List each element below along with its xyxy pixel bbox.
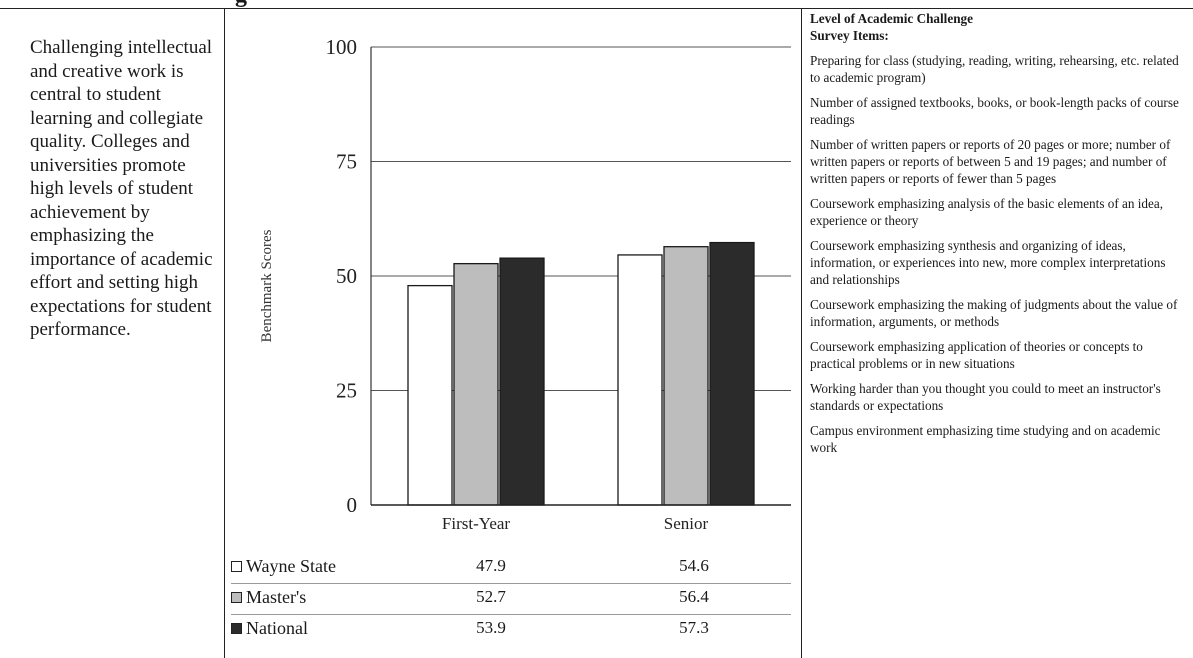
legend-label: Master's — [246, 587, 307, 607]
benchmark-bar-chart: 0 25 50 75 100 Benchmark Scores First-Year Seni… — [259, 35, 791, 533]
legend-swatch-national — [231, 623, 242, 634]
data-table: Wayne State 47.9 54.6 Master's 52.7 56.4… — [231, 553, 791, 645]
cell-senior: 57.3 — [679, 618, 709, 637]
table-row: Wayne State 47.9 54.6 — [231, 553, 791, 583]
table-row: National 53.9 57.3 — [231, 614, 791, 645]
survey-item: Coursework emphasizing the making of jud… — [810, 297, 1178, 329]
y-tick-label: 100 — [326, 35, 358, 59]
legend-label: National — [246, 618, 308, 638]
right-divider — [801, 8, 802, 658]
survey-heading-line1: Level of Academic Challenge — [810, 11, 973, 26]
bar — [453, 262, 499, 506]
legend-label: Wayne State — [246, 556, 337, 576]
survey-heading: Level of Academic Challenge Survey Items… — [810, 10, 1186, 44]
survey-items-panel: Level of Academic Challenge Survey Items… — [810, 10, 1186, 464]
table-row: Master's 52.7 56.4 — [231, 583, 791, 614]
top-rule — [0, 8, 1193, 9]
cropped-heading: g — [0, 0, 800, 8]
survey-item: Number of assigned textbooks, books, or … — [810, 95, 1179, 127]
survey-item: Preparing for class (studying, reading, … — [810, 53, 1179, 85]
x-category-label: First-Year — [442, 514, 511, 533]
left-divider — [224, 8, 225, 658]
cropped-heading-text: g — [235, 0, 247, 8]
bar — [617, 254, 663, 506]
survey-item: Coursework emphasizing analysis of the b… — [810, 196, 1164, 228]
survey-item: Campus environment emphasizing time stud… — [810, 423, 1161, 455]
bar — [407, 284, 453, 506]
survey-item: Coursework emphasizing synthesis and org… — [810, 238, 1166, 287]
y-tick-label: 25 — [336, 379, 357, 403]
cell-first-year: 52.7 — [476, 587, 506, 606]
cell-first-year: 53.9 — [476, 618, 506, 637]
survey-item: Number of written papers or reports of 2… — [810, 137, 1171, 186]
y-tick-label: 75 — [336, 150, 357, 174]
bar — [499, 257, 545, 506]
survey-item: Working harder than you thought you coul… — [810, 381, 1161, 413]
bar — [709, 241, 755, 506]
y-axis-label: Benchmark Scores — [259, 229, 275, 342]
survey-item: Coursework emphasizing application of th… — [810, 339, 1143, 371]
legend-swatch-masters — [231, 592, 242, 603]
y-tick-label: 0 — [347, 493, 358, 517]
y-tick-label: 50 — [336, 264, 357, 288]
x-category-label: Senior — [664, 514, 709, 533]
cell-senior: 56.4 — [679, 587, 709, 606]
bar — [663, 246, 709, 506]
cell-senior: 54.6 — [679, 556, 709, 575]
intro-paragraph: Challenging intellectual and creative wo… — [30, 37, 213, 340]
cell-first-year: 47.9 — [476, 556, 506, 575]
legend-swatch-wayne-state — [231, 561, 242, 572]
survey-heading-line2: Survey Items: — [810, 28, 889, 43]
